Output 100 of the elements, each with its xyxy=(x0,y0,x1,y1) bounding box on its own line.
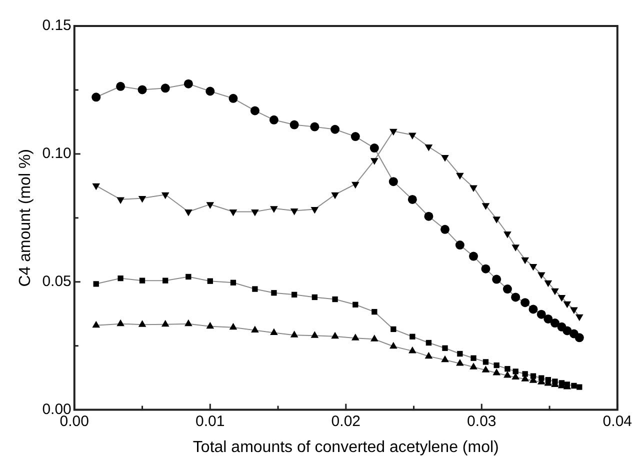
point xyxy=(537,272,546,279)
point xyxy=(571,382,577,389)
point xyxy=(522,371,528,377)
point xyxy=(441,155,449,162)
x-axis-title: Total amounts of converted acetylene (mol) xyxy=(192,438,499,456)
point xyxy=(271,290,277,296)
point xyxy=(442,345,448,351)
point xyxy=(551,288,559,296)
point xyxy=(370,158,378,165)
point xyxy=(390,326,396,332)
point xyxy=(456,358,464,366)
point xyxy=(511,292,520,302)
point xyxy=(536,310,546,319)
point xyxy=(482,203,490,210)
x-tick-label: 0.02 xyxy=(331,412,360,430)
point xyxy=(116,82,126,91)
point xyxy=(504,232,512,238)
point xyxy=(469,252,478,261)
point xyxy=(441,355,449,362)
point xyxy=(270,206,278,213)
point xyxy=(184,319,192,326)
point xyxy=(352,182,360,189)
point xyxy=(92,320,100,328)
point xyxy=(92,183,100,190)
point xyxy=(332,296,338,302)
point xyxy=(138,196,146,203)
point xyxy=(408,194,417,204)
point xyxy=(456,172,464,180)
point xyxy=(352,302,358,308)
point xyxy=(512,368,518,374)
point xyxy=(228,94,238,103)
point xyxy=(576,384,582,390)
point xyxy=(312,294,318,300)
point xyxy=(291,292,298,298)
point xyxy=(563,301,572,308)
point xyxy=(372,308,378,315)
point xyxy=(206,86,215,96)
x-tick-label: 0.04 xyxy=(602,412,632,430)
point xyxy=(455,240,464,250)
point xyxy=(186,274,192,280)
point xyxy=(352,334,360,340)
point xyxy=(230,280,236,286)
point xyxy=(512,244,520,252)
point xyxy=(408,346,416,354)
point xyxy=(504,371,512,378)
point xyxy=(370,334,378,342)
point xyxy=(492,368,500,376)
point xyxy=(482,366,490,372)
point xyxy=(388,177,398,186)
point xyxy=(457,350,463,357)
y-tick-label: 0.15 xyxy=(42,17,72,34)
point xyxy=(93,281,99,287)
point xyxy=(424,212,434,221)
point xyxy=(570,307,578,314)
point xyxy=(118,275,124,282)
point xyxy=(550,318,560,328)
point xyxy=(544,280,552,288)
point xyxy=(558,294,566,302)
point xyxy=(470,355,476,361)
point xyxy=(482,359,489,365)
point xyxy=(229,210,238,216)
point xyxy=(426,340,432,346)
point xyxy=(138,320,146,327)
point xyxy=(424,144,433,152)
point xyxy=(440,224,450,234)
point xyxy=(562,326,572,336)
point xyxy=(521,257,529,264)
point xyxy=(575,314,584,322)
point xyxy=(574,333,584,342)
point xyxy=(290,330,298,338)
point xyxy=(310,206,319,214)
point xyxy=(530,373,536,379)
point xyxy=(229,322,238,330)
point xyxy=(184,210,192,216)
point xyxy=(544,314,553,324)
point xyxy=(538,375,544,381)
point xyxy=(206,322,214,329)
point xyxy=(116,197,124,204)
y-tick-label: 0.05 xyxy=(42,273,72,290)
point xyxy=(331,332,339,339)
point xyxy=(502,284,512,294)
point xyxy=(350,132,360,142)
point xyxy=(138,85,147,94)
point xyxy=(184,79,193,88)
y-axis-title: C4 amount (mol %) xyxy=(17,148,34,287)
point xyxy=(494,362,500,368)
point xyxy=(330,124,340,134)
point xyxy=(545,377,551,383)
point xyxy=(470,185,478,192)
point xyxy=(161,320,170,327)
point xyxy=(310,331,319,338)
point xyxy=(270,328,278,336)
point xyxy=(504,366,510,372)
point xyxy=(558,380,565,386)
point xyxy=(410,334,416,340)
point xyxy=(310,122,320,132)
point xyxy=(470,362,478,370)
point xyxy=(92,92,101,102)
point xyxy=(370,144,379,153)
x-tick-label: 0.03 xyxy=(467,412,496,430)
